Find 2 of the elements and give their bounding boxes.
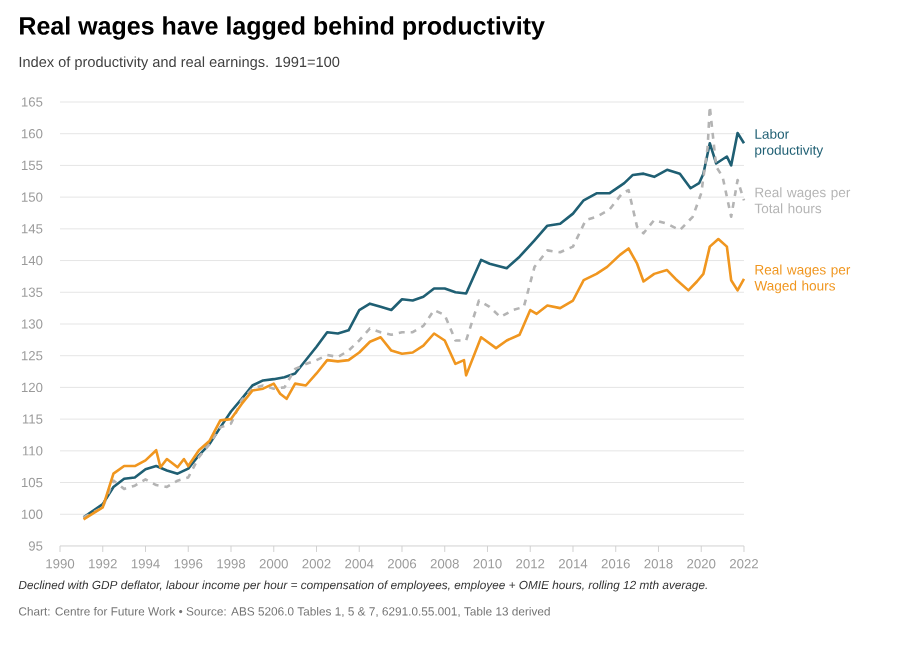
chart-title: Real wages have lagged behind productivity xyxy=(20,16,545,40)
line-series xyxy=(82,237,746,521)
